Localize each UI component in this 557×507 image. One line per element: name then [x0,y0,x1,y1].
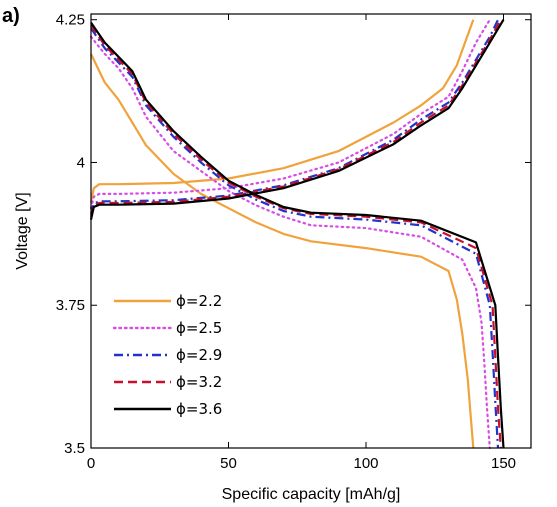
x-axis-title: Specific capacity [mAh/g] [222,486,401,503]
legend-label: ϕ=2.2 [176,292,222,310]
y-axis-ticks: 3.5 3.75 4 4.25 [56,12,531,457]
series-5-charge-line [89,19,505,220]
series-1-charge-line [89,19,475,203]
series-3-charge-line [89,19,499,215]
series-4-discharge-line [90,24,502,449]
plot-lines [89,18,505,450]
series-2-discharge-line [89,35,491,450]
series-4-charge-line [89,19,502,217]
y-axis-title: Voltage [V] [14,192,31,269]
x-tick-label: 150 [491,455,516,472]
x-tick-label: 100 [353,455,378,472]
plot-frame [90,13,532,449]
series-2-charge-line [89,18,491,210]
x-tick-label: 0 [87,455,95,472]
x-axis-ticks: 0 50 100 150 [87,14,516,472]
y-tick-label: 3.5 [64,440,85,457]
series-1-discharge-line [90,53,475,449]
y-tick-label: 3.75 [56,297,85,314]
y-tick-label: 4 [77,154,85,171]
y-tick-label: 4.25 [56,12,85,29]
series-5-discharge-line [90,21,505,449]
legend: ϕ=2.2 ϕ=2.5 ϕ=2.9 ϕ=3.2 ϕ=3.6 [112,292,222,418]
legend-label: ϕ=2.9 [176,346,222,364]
x-tick-label: 50 [220,455,237,472]
series-3-discharge-line [90,27,500,449]
panel-label: a) [2,5,20,27]
legend-label: ϕ=3.6 [176,400,222,418]
legend-label: ϕ=3.2 [176,373,222,391]
legend-label: ϕ=2.5 [176,319,222,337]
